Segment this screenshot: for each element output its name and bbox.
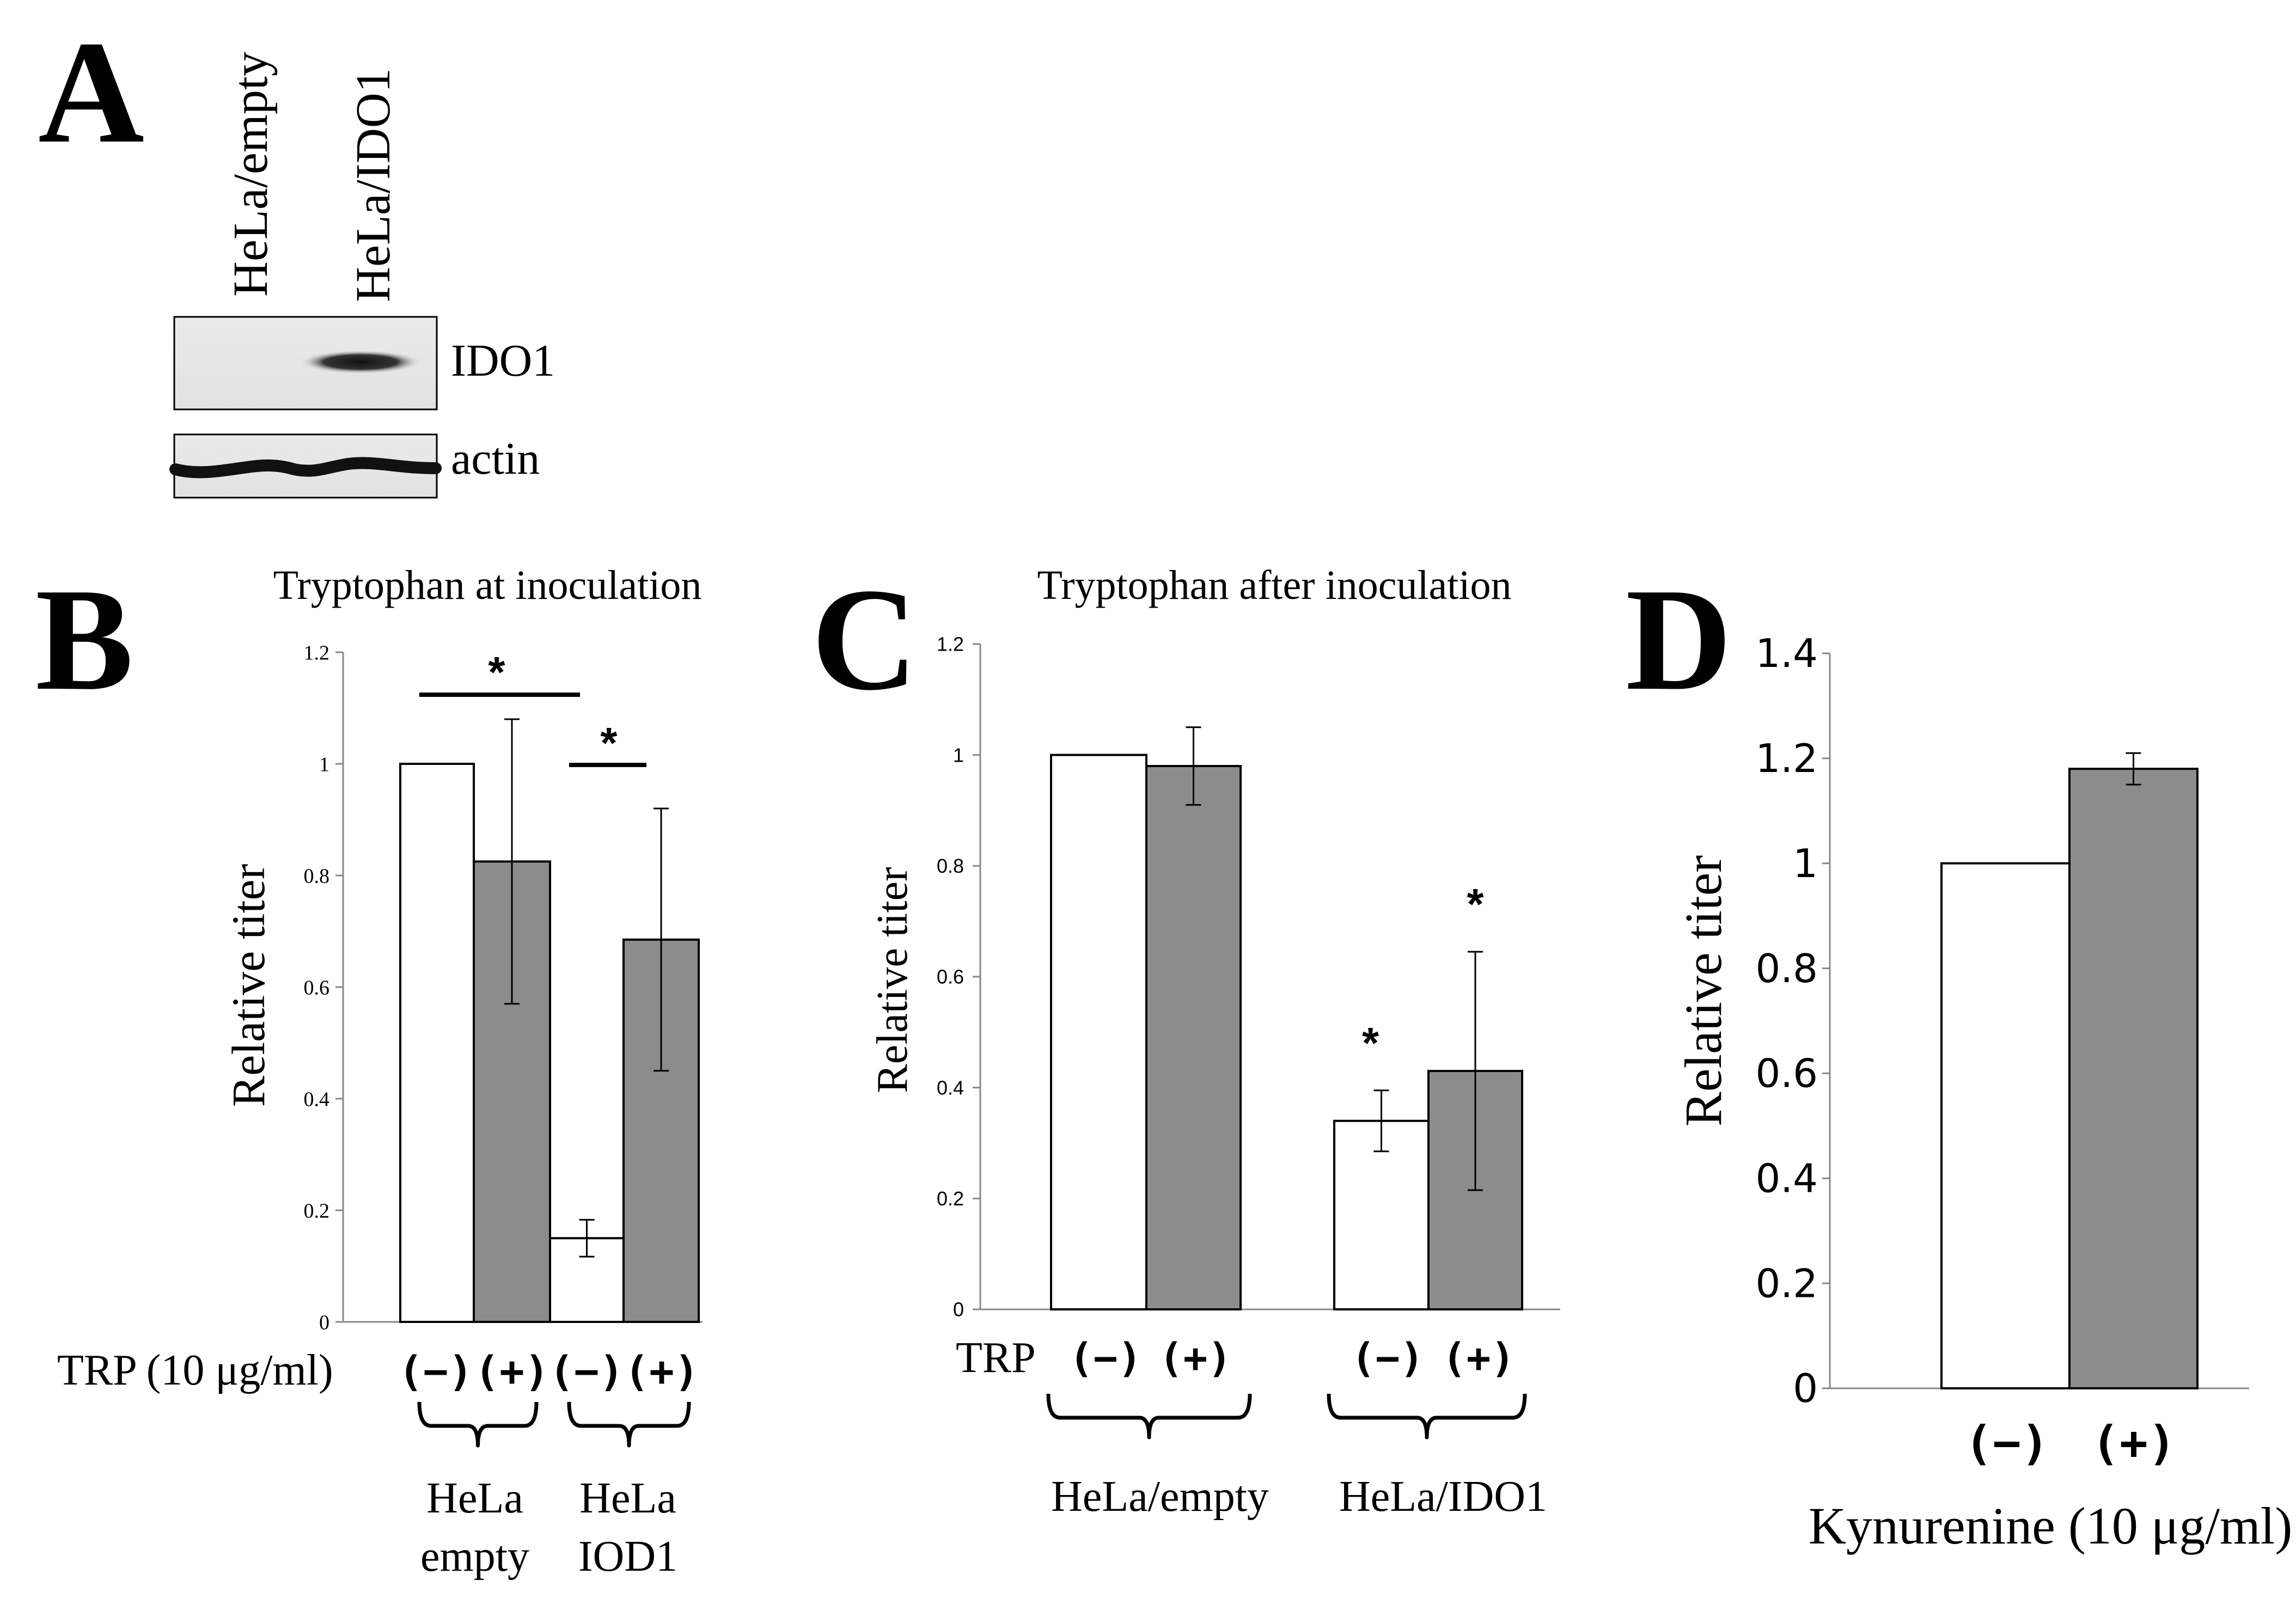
panel-label-a: A bbox=[38, 11, 144, 174]
chart-b-group-label-0-line-0: HeLa bbox=[426, 1474, 523, 1522]
chart-b-treatment-label: (+) bbox=[474, 1347, 549, 1395]
chart-c-treatment-label: (+) bbox=[1442, 1335, 1515, 1382]
chart-b-significance-star: * bbox=[600, 719, 618, 767]
chart-c-group-label-0: HeLa/empty bbox=[1051, 1473, 1269, 1521]
chart-b-group-label-0-line-1: empty bbox=[420, 1533, 529, 1581]
chart-d-y-tick-label: 0.2 bbox=[1755, 1260, 1818, 1306]
chart-c-y-tick-label: 0 bbox=[953, 1298, 964, 1321]
chart-b-y-tick-label: 0.4 bbox=[304, 1088, 330, 1111]
blot-lane-label-ido1: HeLa/IDO1 bbox=[346, 68, 400, 302]
chart-d-y-tick-label: 0.4 bbox=[1755, 1155, 1818, 1201]
chart-c-treatment-label: (−) bbox=[1069, 1335, 1142, 1382]
chart-b-plot: 00.20.40.60.811.2(−) (+) (−) (+)** bbox=[304, 641, 703, 1395]
chart-d-y-tick-label: 0.8 bbox=[1755, 946, 1818, 991]
chart-c-group-brackets bbox=[1046, 1393, 1527, 1439]
chart-c-error-bar bbox=[1468, 951, 1483, 1191]
chart-d-error-bar bbox=[2126, 752, 2141, 786]
chart-b-bar bbox=[473, 860, 551, 1323]
chart-b-error-bar bbox=[579, 1218, 595, 1258]
chart-c-y-tick-label: 1.2 bbox=[937, 633, 964, 656]
chart-b-group-brackets bbox=[417, 1401, 691, 1448]
chart-c-treatment-label: (+) bbox=[1159, 1335, 1232, 1382]
chart-d-treatment-label: (−) bbox=[1964, 1416, 2049, 1471]
chart-c-y-tick-label: 0.6 bbox=[937, 966, 964, 988]
chart-d-y-tick-label: 0 bbox=[1793, 1365, 1818, 1411]
chart-c-y-tick-label: 0.2 bbox=[937, 1187, 964, 1210]
blot-ido1-panel bbox=[173, 316, 438, 411]
panel-label-c: C bbox=[811, 558, 918, 721]
chart-c-significance-star: * bbox=[1467, 880, 1484, 928]
chart-d-bar bbox=[2068, 768, 2199, 1389]
chart-b-bar bbox=[399, 763, 475, 1323]
chart-d-y-tick-label: 1 bbox=[1793, 841, 1818, 886]
chart-c-bar bbox=[1145, 765, 1242, 1310]
chart-d-plot: 0 0.2 0.4 0.6 0.8 1 1.2 1.4 (−) (+) bbox=[1755, 630, 2249, 1471]
blot-band-actin bbox=[169, 457, 442, 479]
chart-d-ylabel: Relative titer bbox=[1674, 855, 1732, 1127]
chart-c-group-bracket bbox=[1327, 1393, 1527, 1439]
chart-c-error-bar bbox=[1186, 726, 1201, 806]
chart-c-group-bracket bbox=[1046, 1393, 1252, 1439]
chart-c-title: Tryptophan after inoculation bbox=[1037, 562, 1511, 608]
chart-b-y-tick-label: 0.8 bbox=[304, 865, 330, 887]
chart-c-ylabel: Relative titer bbox=[869, 867, 917, 1093]
chart-c-treatment-label: (−) bbox=[1351, 1335, 1424, 1382]
chart-b-group-bracket bbox=[567, 1401, 691, 1448]
chart-b-y-tick-label: 0.2 bbox=[304, 1199, 330, 1222]
chart-c-group-label-1: HeLa/IDO1 bbox=[1339, 1473, 1547, 1521]
chart-c-bar bbox=[1050, 754, 1147, 1310]
chart-b-group-bracket bbox=[417, 1401, 539, 1448]
chart-b-group-label-1-line-0: HeLa bbox=[579, 1474, 676, 1522]
chart-b-treatment-label: (−) bbox=[398, 1347, 473, 1395]
chart-d-y-tick-label: 0.6 bbox=[1755, 1051, 1818, 1096]
blot-lane-label-empty: HeLa/empty bbox=[224, 52, 278, 297]
chart-d-y-tick-label: 1.4 bbox=[1755, 630, 1818, 676]
chart-c-y-tick-label: 0.4 bbox=[937, 1076, 964, 1099]
blot-band-label-ido1: IDO1 bbox=[451, 335, 555, 386]
blot-band-label-actin: actin bbox=[451, 433, 540, 484]
chart-c-y-tick-label: 0.8 bbox=[937, 855, 964, 877]
blot-band-ido1 bbox=[300, 350, 422, 374]
panel-label-b: B bbox=[35, 558, 133, 721]
chart-b-error-bar bbox=[504, 718, 520, 1005]
chart-c-bar bbox=[1333, 1119, 1430, 1310]
chart-b-y-tick-label: 0 bbox=[319, 1311, 329, 1334]
chart-b-ylabel: Relative titer bbox=[222, 864, 274, 1107]
chart-b-xlabel: TRP (10 μg/ml) bbox=[57, 1346, 333, 1394]
chart-b-treatment-label: (−) bbox=[549, 1347, 624, 1395]
panel-label-d: D bbox=[1626, 558, 1732, 721]
chart-c-significance-star: * bbox=[1362, 1019, 1379, 1067]
chart-b-title: Tryptophan at inoculation bbox=[273, 562, 702, 608]
chart-d-xlabel: Kynurenine (10 μg/ml) bbox=[1809, 1497, 2293, 1555]
chart-c-y-tick-label: 1 bbox=[953, 744, 964, 766]
chart-b-treatment-label: (+) bbox=[624, 1347, 699, 1395]
chart-b-y-tick-label: 1.2 bbox=[304, 641, 330, 664]
chart-c-plot: 0 0.2 0.4 0.6 0.8 1 1.2 (−) (+) (−) (+) * * bbox=[937, 633, 1560, 1382]
chart-d-y-tick-label: 1.2 bbox=[1755, 736, 1818, 781]
blot-actin-panel bbox=[169, 433, 442, 499]
chart-d-bar bbox=[1940, 862, 2071, 1389]
chart-c-xlabel: TRP bbox=[956, 1334, 1036, 1382]
chart-b-group-label-1-line-1: IOD1 bbox=[578, 1533, 677, 1581]
chart-c-error-bar bbox=[1373, 1089, 1389, 1153]
chart-d-treatment-label: (+) bbox=[2091, 1416, 2176, 1471]
chart-b-significance-star: * bbox=[488, 648, 505, 696]
chart-b-error-bar bbox=[654, 807, 669, 1072]
chart-b-y-tick-label: 1 bbox=[319, 753, 329, 776]
chart-b-y-tick-label: 0.6 bbox=[304, 976, 330, 999]
